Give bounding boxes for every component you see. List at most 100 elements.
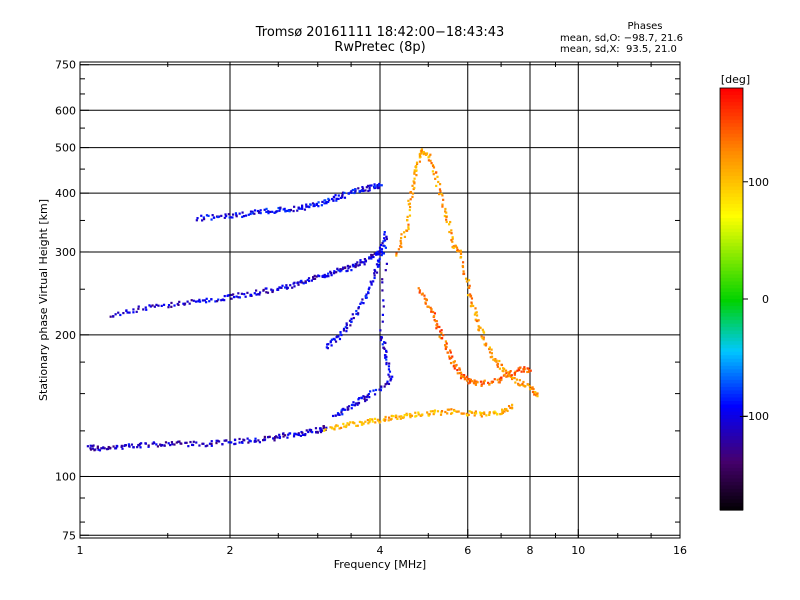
data-point: [223, 294, 226, 298]
data-point: [96, 446, 99, 450]
data-point: [422, 151, 425, 154]
data-point: [421, 413, 424, 416]
data-point: [415, 169, 418, 172]
data-point: [315, 275, 318, 278]
data-point: [296, 281, 299, 285]
data-point: [531, 386, 534, 389]
phases-line-x: mean, sd,X: 93.5, 21.0: [560, 44, 677, 55]
data-point: [364, 420, 367, 423]
data-point: [346, 269, 349, 272]
data-point: [493, 359, 497, 362]
data-point: [445, 211, 448, 214]
data-point: [233, 296, 236, 299]
data-point: [438, 335, 441, 338]
data-point: [436, 325, 439, 328]
data-point: [366, 394, 369, 397]
data-point: [430, 308, 433, 311]
data-point: [457, 410, 460, 413]
data-point: [418, 154, 422, 157]
data-point: [284, 210, 287, 213]
data-point: [413, 181, 416, 184]
data-point: [86, 445, 89, 448]
data-point: [503, 410, 506, 413]
data-point: [341, 193, 344, 196]
data-point: [477, 329, 481, 332]
data-point: [220, 214, 223, 217]
data-point: [391, 375, 394, 378]
data-point: [170, 305, 173, 308]
data-point: [293, 281, 296, 284]
data-point: [153, 305, 156, 308]
data-point: [248, 439, 251, 442]
data-point: [317, 205, 320, 208]
data-point: [411, 192, 415, 195]
data-point: [468, 380, 472, 383]
x-tick-label: 2: [227, 544, 234, 557]
data-point: [381, 289, 384, 292]
data-point: [263, 435, 266, 439]
data-point: [325, 200, 328, 204]
data-point: [144, 306, 147, 309]
data-point: [282, 435, 285, 438]
data-point: [488, 383, 491, 386]
data-point: [121, 447, 124, 450]
data-point: [311, 431, 314, 434]
chart-title: Tromsø 20161111 18:42:00−18:43:43: [255, 25, 505, 40]
data-point: [462, 272, 466, 275]
y-tick-label: 400: [55, 187, 76, 200]
data-point: [451, 355, 454, 358]
data-point: [368, 286, 371, 289]
data-point: [237, 292, 240, 295]
colorbar-segment: [720, 492, 743, 497]
data-point: [309, 430, 313, 433]
colorbar-segment: [720, 334, 743, 339]
data-point: [235, 295, 238, 298]
data-point: [377, 419, 380, 422]
data-point: [413, 171, 416, 174]
data-point: [357, 264, 360, 267]
data-point: [387, 368, 391, 371]
data-point: [441, 205, 444, 208]
data-point: [461, 261, 465, 264]
data-point: [263, 208, 266, 211]
data-point: [443, 214, 446, 218]
data-point: [112, 445, 115, 448]
data-point: [93, 449, 96, 452]
data-point: [385, 355, 388, 358]
data-point: [381, 278, 384, 281]
data-point: [369, 280, 372, 283]
data-point: [474, 318, 477, 321]
data-point: [334, 194, 337, 197]
data-point: [449, 220, 452, 224]
data-point: [445, 345, 448, 349]
data-point: [378, 257, 381, 260]
data-point: [413, 186, 416, 190]
data-point: [480, 383, 483, 386]
data-point: [455, 363, 458, 367]
data-point: [375, 271, 379, 274]
data-point: [288, 210, 291, 213]
data-point: [409, 414, 412, 417]
data-point: [272, 437, 275, 440]
data-point: [380, 336, 383, 339]
data-point: [469, 294, 473, 297]
colorbar-segment: [720, 172, 743, 177]
data-point: [353, 404, 357, 407]
data-point: [283, 207, 286, 210]
data-point: [163, 444, 166, 447]
data-point: [297, 283, 300, 286]
x-tick-label: 8: [527, 544, 534, 557]
data-point: [458, 368, 462, 371]
data-point: [510, 406, 514, 409]
data-point: [333, 338, 336, 341]
data-point: [343, 425, 346, 428]
data-point: [418, 160, 422, 163]
data-point: [329, 341, 332, 344]
data-point: [331, 427, 334, 430]
data-point: [459, 255, 463, 259]
data-point: [286, 209, 289, 212]
data-point: [369, 418, 372, 421]
data-point: [223, 216, 226, 219]
data-point: [353, 422, 356, 425]
data-point: [201, 219, 204, 222]
